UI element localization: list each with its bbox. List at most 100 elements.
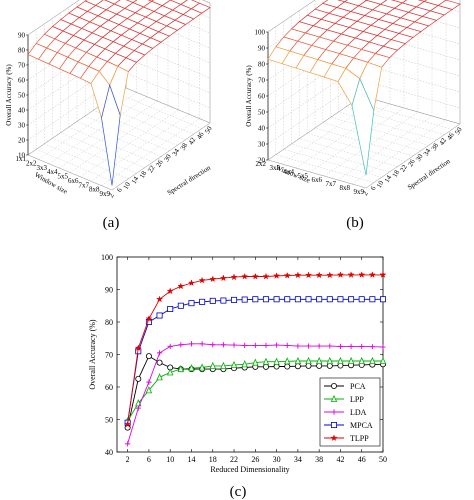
data-point bbox=[125, 441, 131, 447]
data-point bbox=[198, 363, 206, 371]
legend-entry: PCA bbox=[324, 382, 366, 391]
data-point bbox=[167, 305, 174, 312]
data-point bbox=[166, 287, 174, 295]
floor-gridline bbox=[291, 143, 390, 173]
spectral-tick-label: 30 bbox=[162, 152, 173, 162]
data-point bbox=[156, 312, 163, 319]
data-point bbox=[252, 358, 259, 366]
surface-cell bbox=[351, 77, 375, 176]
spectral-tick-label: 30 bbox=[414, 152, 425, 162]
data-point bbox=[358, 271, 366, 278]
data-point bbox=[347, 271, 355, 278]
z-tick-label: 20 bbox=[258, 157, 266, 165]
floor-gridline bbox=[361, 95, 461, 125]
floor-gridline bbox=[283, 149, 382, 178]
z-tick-label: 60 bbox=[18, 77, 26, 85]
data-point bbox=[316, 296, 323, 303]
data-point bbox=[273, 357, 280, 365]
z-tick-label: 20 bbox=[18, 137, 26, 145]
data-point bbox=[262, 296, 269, 303]
legend-entry: MPCA bbox=[324, 421, 373, 430]
window-tick-label: 8x8 bbox=[340, 184, 351, 192]
data-point bbox=[273, 296, 280, 303]
data-point bbox=[166, 368, 174, 376]
spectral-tick-label: 26 bbox=[154, 158, 165, 168]
data-point bbox=[326, 296, 333, 303]
data-point bbox=[134, 344, 142, 352]
z-tick-label: 40 bbox=[18, 107, 26, 115]
floor-gridline bbox=[337, 115, 433, 181]
x-tick-label: 50 bbox=[379, 455, 387, 464]
surface-plot-b: 20 30 40 50 60 70 80 90 100 Overall Accuracy (%) 2… bbox=[245, 0, 464, 231]
y-tick-label: 100 bbox=[101, 253, 113, 262]
spectral-tick-label: 14 bbox=[383, 174, 394, 184]
data-point bbox=[274, 342, 280, 348]
x-tick-label: 6 bbox=[147, 455, 151, 464]
z-tick-label: 50 bbox=[258, 109, 266, 117]
x-tick-label: 22 bbox=[230, 455, 238, 464]
window-tick-label: 4x4 bbox=[47, 168, 58, 176]
spectral-tick-label: 10 bbox=[375, 179, 386, 189]
z-axis-label: Overall Accuracy (%) bbox=[245, 65, 253, 127]
window-tick-label: 2x2 bbox=[26, 159, 37, 167]
legend-label: LDA bbox=[350, 408, 367, 417]
z-axis-label: Overall Accuracy (%) bbox=[5, 64, 13, 126]
data-point bbox=[156, 350, 163, 356]
window-tick-label: 9x9 bbox=[354, 188, 365, 196]
data-point bbox=[337, 356, 344, 365]
z-tick-label: 50 bbox=[18, 92, 26, 100]
data-point bbox=[198, 276, 206, 284]
data-point bbox=[326, 271, 334, 279]
data-point bbox=[177, 365, 185, 373]
data-point bbox=[304, 271, 313, 279]
floor-gridline bbox=[27, 154, 113, 191]
data-point bbox=[358, 356, 365, 365]
floor-gridline bbox=[307, 133, 406, 162]
data-point bbox=[145, 315, 153, 322]
spectral-tick-label: 38 bbox=[179, 141, 190, 151]
data-point bbox=[230, 360, 238, 368]
data-point bbox=[305, 343, 312, 349]
y-axis-label: Overall Accuracy (%) bbox=[88, 319, 97, 390]
floor-gridline bbox=[109, 98, 194, 135]
x-tick-label: 42 bbox=[336, 455, 344, 464]
data-point bbox=[348, 343, 354, 349]
data-point bbox=[379, 271, 387, 278]
series-tlpp bbox=[124, 271, 387, 428]
data-point bbox=[252, 296, 259, 303]
data-point bbox=[330, 421, 337, 428]
data-point bbox=[231, 342, 237, 348]
data-point bbox=[358, 296, 365, 303]
data-point bbox=[156, 373, 163, 381]
window-tick-label: 9x9 bbox=[100, 190, 111, 198]
data-point bbox=[326, 362, 333, 369]
data-point bbox=[294, 296, 301, 303]
surface-mesh bbox=[27, 0, 211, 186]
data-point bbox=[230, 273, 238, 281]
spectral-tick-label: 18 bbox=[138, 169, 149, 179]
data-point bbox=[177, 282, 185, 290]
spectral-tick-label: 42 bbox=[438, 136, 449, 146]
data-point bbox=[284, 342, 290, 348]
data-point bbox=[135, 405, 141, 411]
data-point bbox=[295, 343, 301, 349]
window-tick-label: 8x8 bbox=[89, 186, 100, 194]
data-point bbox=[294, 356, 302, 365]
spectral-tick-label: 34 bbox=[422, 147, 433, 157]
data-point bbox=[124, 420, 132, 428]
caption: (b) bbox=[346, 215, 364, 231]
spectral-tick-label: 38 bbox=[430, 142, 441, 152]
data-point bbox=[347, 356, 355, 365]
data-point bbox=[336, 271, 345, 278]
y-tick-label: 60 bbox=[105, 383, 113, 392]
floor-gridline bbox=[323, 111, 419, 177]
window-tick-label: 2x2 bbox=[256, 160, 267, 168]
z-tick-label: 100 bbox=[255, 29, 266, 37]
data-point bbox=[241, 272, 249, 280]
window-tick-label: 6x6 bbox=[68, 177, 79, 185]
z-tick-label: 80 bbox=[18, 47, 26, 55]
spectral-tick-label: 6 bbox=[369, 184, 378, 191]
spectral-tick-label: 34 bbox=[171, 147, 182, 157]
